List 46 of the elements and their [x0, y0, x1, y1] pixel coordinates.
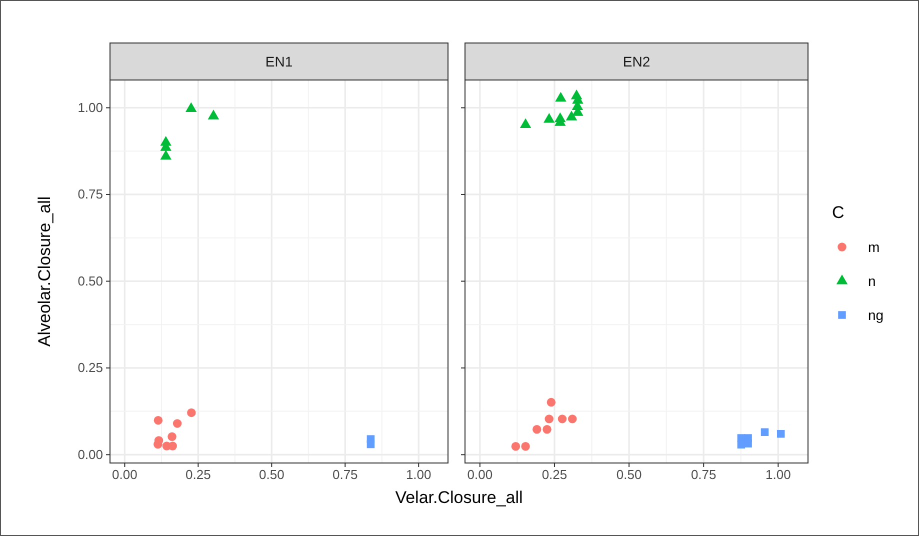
x-tick-label: 0.75 — [332, 467, 358, 482]
x-tick-label: 0.00 — [467, 467, 493, 482]
point — [566, 110, 578, 120]
chart-title: EN1 — [265, 54, 293, 70]
point — [744, 440, 752, 448]
x-tick-label: 0.50 — [258, 467, 284, 482]
x-tick-label: 1.00 — [406, 467, 432, 482]
legend-title: C — [832, 203, 844, 222]
point — [760, 428, 769, 436]
legend-label: m — [868, 239, 880, 255]
point — [520, 118, 532, 128]
point — [546, 398, 556, 407]
legend-label: ng — [868, 307, 884, 323]
point — [521, 442, 530, 451]
x-tick-label: 0.25 — [542, 467, 568, 482]
point — [776, 430, 785, 438]
y-tick-label: 1.00 — [78, 100, 103, 115]
point — [511, 442, 520, 451]
x-tick-label: 0.00 — [112, 467, 138, 482]
point — [168, 432, 176, 441]
y-tick-label: 0.75 — [78, 186, 103, 202]
y-tick-label: 0.50 — [78, 273, 103, 288]
y-axis-title: Alveolar.Closure_all — [35, 196, 54, 347]
point — [160, 150, 172, 160]
point — [544, 414, 554, 424]
point — [543, 113, 555, 123]
point — [366, 440, 375, 448]
point — [208, 110, 220, 120]
point — [154, 416, 163, 425]
point — [185, 102, 197, 112]
x-tick-label: 0.50 — [616, 467, 642, 482]
chart-title: EN2 — [622, 54, 650, 70]
point — [555, 92, 566, 102]
legend-label: n — [868, 273, 876, 289]
x-axis-title: Velar.Closure_all — [395, 488, 523, 507]
x-tick-label: 0.25 — [186, 467, 211, 482]
point — [542, 424, 552, 434]
x-tick-label: 0.75 — [690, 467, 716, 482]
y-tick-label: 0.25 — [78, 360, 103, 376]
point — [568, 414, 577, 424]
point — [187, 408, 196, 418]
y-tick-label: 0.00 — [78, 446, 103, 462]
point — [532, 424, 542, 434]
x-tick-label: 1.00 — [766, 467, 791, 482]
point — [172, 419, 182, 428]
point — [558, 414, 567, 424]
